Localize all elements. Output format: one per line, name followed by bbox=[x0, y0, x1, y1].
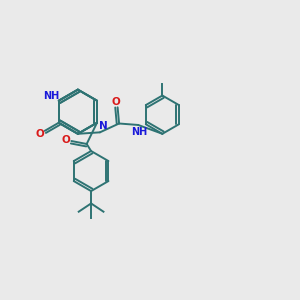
Text: NH: NH bbox=[43, 91, 59, 101]
Text: NH: NH bbox=[132, 127, 148, 137]
Text: O: O bbox=[62, 134, 70, 145]
Text: N: N bbox=[99, 122, 108, 131]
Text: O: O bbox=[112, 97, 121, 107]
Text: O: O bbox=[36, 128, 44, 139]
